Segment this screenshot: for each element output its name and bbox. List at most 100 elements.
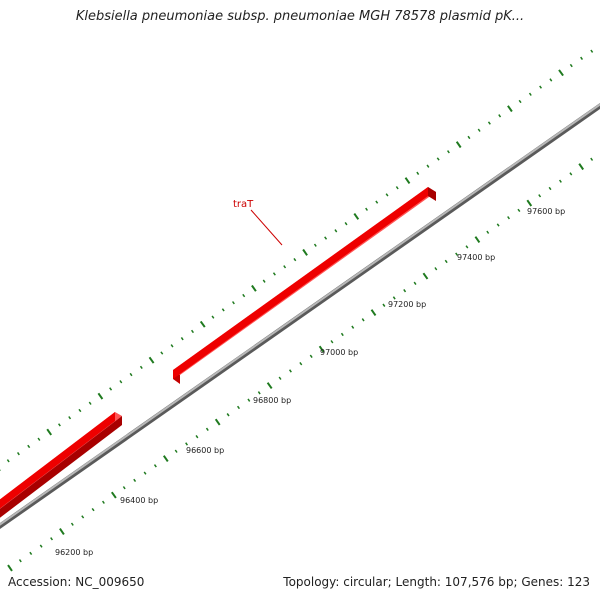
inner-tick-mark xyxy=(517,208,521,213)
outer-tick-mark xyxy=(199,320,206,328)
inner-tick-mark xyxy=(486,230,490,234)
outer-tick-mark xyxy=(518,99,522,104)
inner-tick-mark xyxy=(110,491,117,499)
inner-tick-mark xyxy=(392,296,396,300)
inner-tick-mark xyxy=(153,464,157,468)
outer-tick-mark xyxy=(344,221,348,226)
inner-tick-mark xyxy=(403,288,407,293)
scale-label-96400: 96400 bp xyxy=(120,496,158,505)
outer-tick-mark xyxy=(446,150,450,154)
outer-tick-mark xyxy=(37,437,41,441)
inner-tick-mark xyxy=(351,325,355,329)
inner-tick-mark xyxy=(39,544,43,548)
inner-tick-mark xyxy=(29,551,33,556)
outer-tick-mark xyxy=(313,243,317,247)
outer-tick-mark xyxy=(6,459,10,463)
gene-label-leader xyxy=(250,209,283,246)
inner-tick-mark xyxy=(288,369,292,373)
outer-tick-mark xyxy=(16,451,20,456)
inner-tick-mark xyxy=(455,252,459,256)
outer-tick-mark xyxy=(498,114,502,118)
outer-tick-mark xyxy=(334,229,338,233)
outer-tick-mark xyxy=(170,344,174,348)
inner-tick-mark xyxy=(548,186,552,191)
outer-tick-mark xyxy=(353,213,360,220)
inner-tick-mark xyxy=(143,471,147,475)
inner-tick-mark xyxy=(361,318,365,322)
outer-tick-mark xyxy=(160,351,164,355)
outer-tick-mark xyxy=(580,56,584,61)
outer-tick-mark xyxy=(109,387,113,391)
outer-tick-mark xyxy=(528,92,532,96)
outer-tick-mark xyxy=(426,164,430,168)
outer-tick-mark xyxy=(57,423,61,427)
outer-tick-mark xyxy=(549,78,553,82)
inner-tick-mark xyxy=(226,413,230,417)
outer-tick-mark xyxy=(283,265,287,269)
outer-tick-mark xyxy=(190,329,195,334)
inner-tick-mark xyxy=(434,267,438,271)
topology-summary: Topology: circular; Length: 107,576 bp; … xyxy=(283,575,590,589)
outer-tick-mark xyxy=(68,416,72,420)
dna-backbone xyxy=(0,102,600,530)
inner-tick-mark xyxy=(236,405,241,410)
inner-tick-mark xyxy=(257,391,261,395)
outer-tick-mark xyxy=(395,186,399,190)
outer-tick-mark xyxy=(385,193,389,197)
inner-tick-mark xyxy=(590,157,594,161)
outer-tick-mark xyxy=(293,257,297,262)
outer-tick-mark xyxy=(436,157,440,161)
inner-tick-mark xyxy=(278,376,282,380)
outer-tick-mark xyxy=(487,121,491,125)
inner-tick-mark xyxy=(81,515,85,519)
outer-tick-mark xyxy=(251,284,257,292)
inner-tick-row xyxy=(7,157,594,572)
gene-feature-left[interactable] xyxy=(0,412,122,520)
outer-tick-mark xyxy=(139,365,143,370)
outer-tick-mark xyxy=(119,380,123,384)
outer-tick-mark xyxy=(221,308,225,312)
outer-tick-mark xyxy=(324,236,328,240)
inner-tick-mark xyxy=(247,398,251,402)
outer-tick-mark xyxy=(365,207,369,211)
inner-tick-mark xyxy=(50,537,54,541)
outer-tick-mark xyxy=(242,293,246,298)
inner-tick-mark xyxy=(101,500,105,504)
inner-tick-mark xyxy=(496,223,500,227)
outer-tick-mark xyxy=(569,63,573,68)
outer-tick-mark xyxy=(46,428,53,436)
accession-label: Accession: NC_009650 xyxy=(8,575,145,589)
gene-label-traT: traT xyxy=(233,199,254,210)
outer-tick-mark xyxy=(231,301,235,305)
gene-feature-traT[interactable] xyxy=(173,187,436,384)
scale-label-97200: 97200 bp xyxy=(388,300,426,309)
inner-tick-mark xyxy=(413,281,417,286)
inner-tick-mark xyxy=(309,354,313,359)
inner-tick-mark xyxy=(7,564,13,572)
scale-label-97600: 97600 bp xyxy=(527,207,565,216)
inner-tick-mark xyxy=(340,332,344,337)
outer-tick-mark xyxy=(590,49,594,53)
gene-label-traT-group[interactable]: traT xyxy=(233,199,283,246)
inner-tick-mark xyxy=(299,361,303,366)
inner-tick-mark xyxy=(205,427,209,432)
scale-label-96600: 96600 bp xyxy=(186,446,224,455)
outer-tick-mark xyxy=(302,248,308,256)
inner-tick-mark xyxy=(174,449,178,453)
inner-tick-mark xyxy=(214,418,221,426)
inner-tick-mark xyxy=(558,179,562,183)
inner-tick-mark xyxy=(569,172,573,176)
outer-tick-mark xyxy=(416,171,420,176)
scale-label-97000: 97000 bp xyxy=(320,348,358,357)
inner-tick-mark xyxy=(444,259,448,264)
outer-tick-mark xyxy=(272,272,276,276)
outer-tick-mark xyxy=(455,141,462,149)
inner-tick-mark xyxy=(578,163,585,171)
outer-tick-mark xyxy=(180,336,184,341)
inner-tick-mark xyxy=(185,442,189,446)
inner-tick-mark xyxy=(18,559,22,563)
inner-tick-mark xyxy=(538,194,542,198)
inner-tick-mark xyxy=(59,528,65,535)
